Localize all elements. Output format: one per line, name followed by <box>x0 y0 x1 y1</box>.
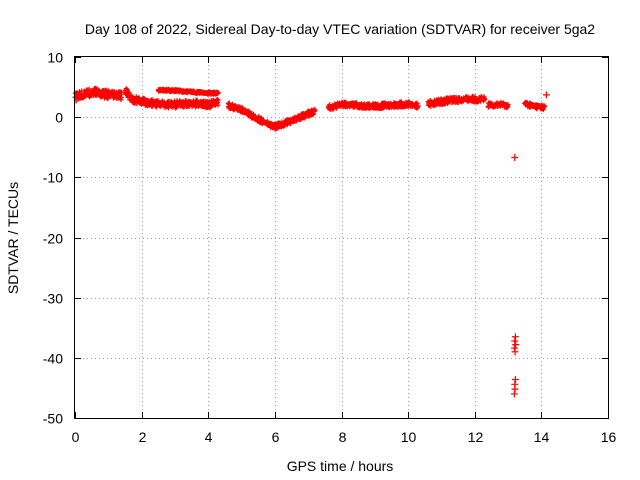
y-axis: -50 -40 -30 -20 -10 0 10 <box>43 50 608 427</box>
x-tick-label: 6 <box>272 429 280 445</box>
data-point <box>215 97 221 103</box>
x-tick-label: 4 <box>205 429 213 445</box>
data-point <box>510 390 518 398</box>
data-point <box>542 103 548 109</box>
data-points <box>72 85 550 398</box>
data-point <box>118 92 124 98</box>
x-tick-label: 10 <box>401 429 417 445</box>
data-point <box>511 337 519 345</box>
data-point <box>226 100 232 106</box>
data-point <box>414 100 420 106</box>
data-point <box>105 96 111 102</box>
data-point <box>415 103 421 109</box>
x-tick-label: 2 <box>139 429 147 445</box>
data-point <box>215 90 221 96</box>
data-point <box>183 98 189 104</box>
data-point <box>482 97 488 103</box>
data-point <box>511 333 519 341</box>
chart-title: Day 108 of 2022, Sidereal Day-to-day VTE… <box>85 21 595 37</box>
plot-frame <box>74 56 609 419</box>
y-tick-label: -10 <box>43 170 63 186</box>
x-tick-label: 14 <box>534 429 550 445</box>
data-point <box>511 375 519 383</box>
x-tick-label: 12 <box>468 429 484 445</box>
data-point <box>542 91 550 99</box>
x-axis-label: GPS time / hours <box>287 458 394 474</box>
y-tick-label: -20 <box>43 231 63 247</box>
x-tick-label: 0 <box>72 429 80 445</box>
y-tick-label: -50 <box>43 411 63 427</box>
y-tick-label: -30 <box>43 291 63 307</box>
y-tick-label: 10 <box>47 50 63 66</box>
x-tick-label: 8 <box>339 429 347 445</box>
data-point <box>511 153 519 161</box>
data-point <box>215 102 221 108</box>
x-axis: 0 2 4 6 8 10 12 14 16 <box>72 57 617 445</box>
data-point <box>511 348 519 356</box>
data-point <box>510 344 518 352</box>
x-tick-label: 16 <box>601 429 617 445</box>
data-point <box>118 94 124 100</box>
data-point <box>312 107 318 113</box>
data-point <box>239 104 245 110</box>
y-tick-label: -40 <box>43 351 63 367</box>
data-point <box>505 102 511 108</box>
grid <box>75 57 608 418</box>
y-axis-label: SDTVAR / TECUs <box>5 182 21 294</box>
data-point <box>327 102 333 108</box>
data-point <box>512 341 520 349</box>
y-tick-label: 0 <box>55 110 63 126</box>
data-point <box>511 385 519 393</box>
